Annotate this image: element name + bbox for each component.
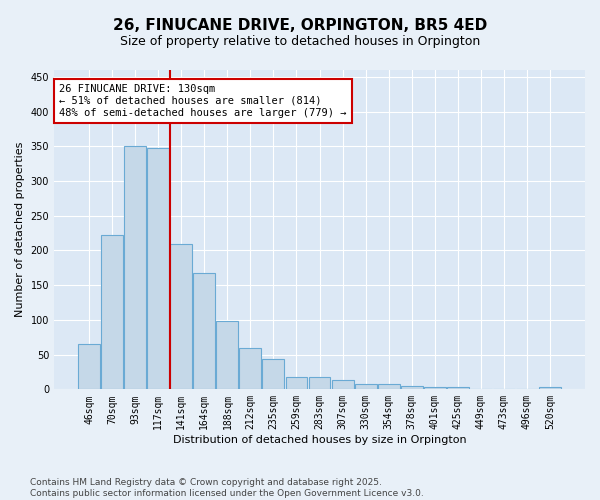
Text: Contains HM Land Registry data © Crown copyright and database right 2025.
Contai: Contains HM Land Registry data © Crown c…: [30, 478, 424, 498]
Bar: [101, 235, 123, 390]
Bar: [124, 146, 146, 390]
Bar: [424, 386, 446, 390]
Bar: [170, 244, 192, 390]
Bar: [377, 384, 400, 390]
Bar: [217, 322, 238, 390]
Bar: [332, 380, 353, 390]
Text: 26 FINUCANE DRIVE: 130sqm
← 51% of detached houses are smaller (814)
48% of semi: 26 FINUCANE DRIVE: 130sqm ← 51% of detac…: [59, 84, 347, 117]
Y-axis label: Number of detached properties: Number of detached properties: [15, 142, 25, 318]
Bar: [308, 377, 331, 390]
Text: Size of property relative to detached houses in Orpington: Size of property relative to detached ho…: [120, 35, 480, 48]
Bar: [286, 377, 307, 390]
Bar: [78, 344, 100, 390]
Bar: [447, 386, 469, 390]
Bar: [401, 386, 422, 390]
Bar: [539, 388, 561, 390]
Bar: [239, 348, 262, 390]
Bar: [262, 359, 284, 390]
Text: 26, FINUCANE DRIVE, ORPINGTON, BR5 4ED: 26, FINUCANE DRIVE, ORPINGTON, BR5 4ED: [113, 18, 487, 32]
Bar: [193, 272, 215, 390]
Bar: [147, 148, 169, 390]
Bar: [355, 384, 377, 390]
X-axis label: Distribution of detached houses by size in Orpington: Distribution of detached houses by size …: [173, 435, 466, 445]
